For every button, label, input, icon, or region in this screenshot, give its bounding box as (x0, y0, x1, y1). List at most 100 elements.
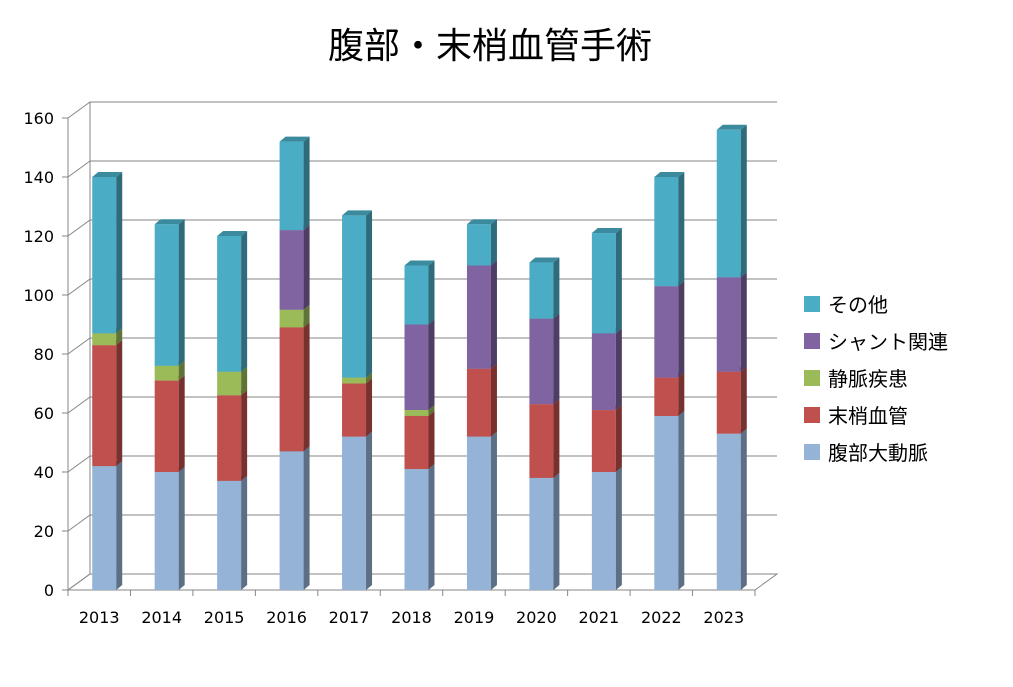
x-tick-label: 2023 (703, 608, 744, 627)
bar-segment-side (241, 390, 248, 481)
legend-label: その他 (828, 293, 888, 317)
y-tick-label: 140 (23, 168, 54, 187)
bar-segment-side (428, 410, 435, 470)
bar-segment (529, 404, 554, 478)
bar-segment-top (154, 219, 185, 225)
bar-segment (654, 415, 679, 590)
chart-title: 腹部・末梢血管手術 (328, 26, 652, 67)
bar-segment-side (553, 399, 560, 478)
bar-segment-side (678, 172, 685, 287)
bar-segment (716, 433, 741, 590)
bar-stack (654, 172, 685, 590)
bar-segment-side (178, 360, 185, 381)
bar-stack (591, 228, 622, 590)
bar-segment-side (428, 464, 435, 590)
bar-segment (654, 177, 679, 287)
bar-segment-side (490, 219, 497, 266)
bar-stack (404, 260, 435, 590)
bar-segment (154, 365, 179, 381)
bar-segment-side (178, 375, 185, 472)
bar-stack (529, 257, 560, 590)
x-tick-label: 2022 (641, 608, 682, 627)
bar-segment-side (740, 124, 747, 278)
bar-segment (591, 472, 616, 590)
bar-segment-side (740, 272, 747, 372)
bar-segment-side (116, 340, 123, 467)
bar-segment-top (217, 231, 248, 236)
bar-segment-top (466, 219, 497, 225)
y-tick-label: 80 (34, 345, 54, 364)
x-tick-label: 2016 (266, 608, 307, 627)
legend-swatch (804, 296, 820, 312)
bar-segment (716, 129, 741, 278)
bar-segment-side (303, 136, 310, 231)
y-tick-label: 120 (23, 227, 54, 246)
bar-segment (654, 286, 679, 378)
bar-stack (342, 210, 373, 590)
bar-segment (342, 383, 367, 437)
legend-swatch (804, 407, 820, 423)
y-tick-label: 160 (23, 109, 54, 128)
bar-segment-side (366, 210, 373, 378)
legend-label: 静脈疾患 (828, 367, 908, 391)
bar-segment (342, 215, 367, 378)
y-tick-label: 60 (34, 404, 54, 423)
bar-segment (92, 466, 117, 590)
bar-segment-top (716, 124, 747, 130)
bar-segment-top (591, 228, 622, 234)
bar-segment (404, 469, 429, 590)
bar-segment-side (553, 257, 560, 319)
bar-segment-top (529, 257, 560, 263)
bar-segment (654, 377, 679, 416)
bar-segment (217, 480, 242, 590)
bar-segment (342, 436, 367, 590)
y-axis: 0 20 40 60 80 100 120 140 160 (23, 109, 69, 600)
y-tick-label: 20 (34, 522, 54, 541)
bar-segment (466, 436, 491, 590)
bar-segment-side (615, 405, 622, 472)
bar-segment-side (116, 172, 123, 334)
bar-segment-top (342, 210, 373, 216)
bar-segment (342, 377, 367, 384)
bar-segment-side (178, 467, 185, 590)
y-tick-label: 40 (34, 463, 54, 482)
bar-segment-side (553, 313, 560, 405)
bar-stack (279, 136, 310, 590)
bar-segment (217, 395, 242, 481)
bar-stack (92, 172, 123, 590)
bar-segment-side (678, 410, 685, 590)
bar-segment (92, 177, 117, 334)
x-tick-label: 2014 (141, 608, 182, 627)
bar-segment-side (678, 281, 685, 378)
bar-segment-side (490, 260, 497, 369)
bar-segment-side (241, 231, 248, 372)
x-tick-label: 2013 (79, 608, 120, 627)
bar-segment-top (279, 136, 310, 142)
bar-segment-side (178, 219, 185, 366)
bar-segment-top (404, 260, 435, 266)
legend-label: 腹部大動脈 (828, 441, 928, 465)
bar-segment (529, 318, 554, 405)
bar-segment-side (553, 472, 560, 590)
x-tick-label: 2015 (204, 608, 245, 627)
bar-segment-side (615, 467, 622, 590)
bar-segment-side (615, 228, 622, 334)
legend-swatch (804, 370, 820, 386)
bar-segment-side (678, 372, 685, 416)
bar-segment-side (303, 304, 310, 328)
gridline (67, 160, 777, 178)
bar-segment-side (366, 431, 373, 590)
bar-stack (716, 124, 747, 590)
bar-segment-side (303, 225, 310, 310)
bar-segment (529, 477, 554, 590)
bar-segment-side (241, 475, 248, 590)
bar-segment-side (428, 319, 435, 411)
bar-segment (92, 345, 117, 467)
x-tick-label: 2021 (579, 608, 620, 627)
bar-segment-top (92, 172, 123, 177)
bar-segment (591, 233, 616, 334)
bar-stack (154, 219, 185, 590)
bar-segment (92, 333, 117, 346)
